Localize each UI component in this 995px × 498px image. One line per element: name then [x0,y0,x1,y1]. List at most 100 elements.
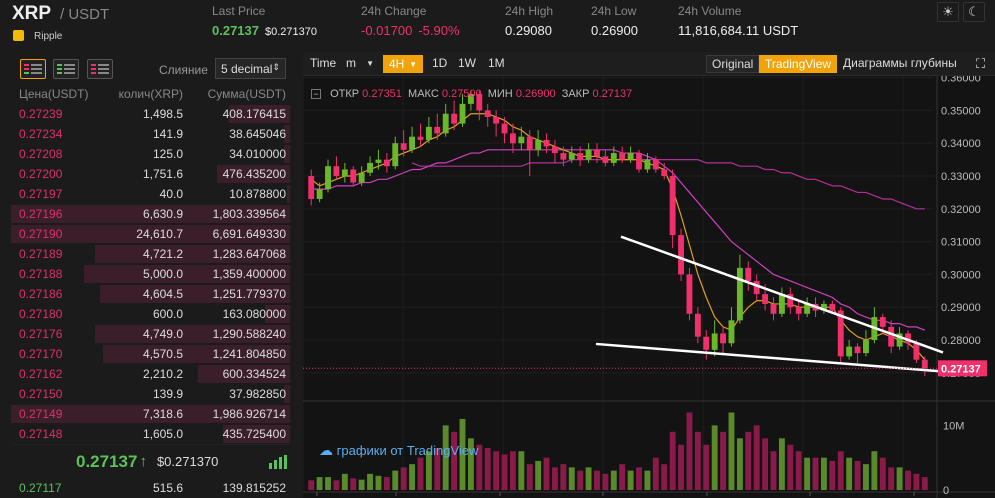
interval-4h[interactable]: 4H ▼ [383,55,423,73]
ask-row[interactable]: 0.27200 1,751.6 476.435200 [11,164,290,184]
order-book: Слияние 5 decimal ⇕ Цена(USDT) колич(XRP)… [11,52,290,498]
fullscreen-icon[interactable]: ⛶ [976,56,986,71]
change-stat: 24h Change -0.01700 -5.90% [361,4,460,38]
volume-bar [652,457,659,490]
low-value: 0.26900 [591,23,638,38]
decimals-select[interactable]: 5 decimal ⇕ [215,58,286,79]
interval-1w[interactable]: 1W [458,56,476,70]
ask-row[interactable]: 0.27176 4,749.0 1,290.588240 [11,324,290,344]
moon-icon[interactable]: ☾ [963,2,985,22]
col-price: Цена(USDT) [19,87,89,101]
candle-body [787,294,794,308]
ask-row[interactable]: 0.27148 1,605.0 435.725400 [11,424,290,444]
interval-time[interactable]: Time [310,56,337,70]
chevron-updown-icon: ⇕ [272,62,280,72]
close-label: ЗАКР [561,88,590,100]
low-label: 24h Low [591,4,637,18]
price-tick: 0.32000 [941,204,981,216]
candle-body [888,326,895,347]
book-bids-icon[interactable] [53,59,79,79]
ask-qty: 4,570.5 [142,347,183,361]
view-original[interactable]: Original [706,55,760,73]
ask-row[interactable]: 0.27208 125.0 34.010000 [11,144,290,164]
chevron-down-icon: ▼ [366,59,374,68]
view-depth-chart[interactable]: Диаграммы глубины [843,56,957,70]
current-price-label: 0.27137 [941,363,981,375]
sun-icon[interactable]: ☀ [937,2,959,22]
ask-row[interactable]: 0.27180 600.0 163.080000 [11,304,290,324]
ask-row[interactable]: 0.27189 4,721.2 1,283.647068 [11,244,290,264]
quote-currency: / USDT [60,6,110,23]
ask-row[interactable]: 0.27170 4,570.5 1,241.804850 [11,344,290,364]
candle-body [535,139,542,150]
ask-price: 0.27186 [19,287,63,301]
ask-row[interactable]: 0.27186 4,604.5 1,251.779370 [11,284,290,304]
last-price: 0.27137 [212,23,259,38]
volume-bar [400,467,407,490]
price-chart[interactable]: Time m ▼ 4H ▼ 1D 1W 1M Original TradingV… [303,52,995,498]
candle-body [602,156,609,163]
candle-body [913,343,920,360]
volume-bar [753,425,760,490]
bid-row[interactable]: 0.27117 515.6 139.815252 [11,478,290,498]
candle-body [636,153,642,170]
candle-body [341,169,348,177]
volume-bar [560,464,567,490]
volume-bar [392,470,399,490]
ask-price: 0.27180 [19,307,63,321]
depth-bar [11,405,290,423]
chart-canvas[interactable]: 0.36000 0.35000 0.34000 0.33000 0.32000 0.310… [303,76,995,498]
candle-body [905,333,911,344]
interval-1m[interactable]: 1M [488,56,505,70]
ask-row[interactable]: 0.27162 2,210.2 600.334524 [11,364,290,384]
high-value: 0.29080 [505,23,552,38]
ask-qty: 24,610.7 [136,227,183,241]
depth-bar [217,165,290,183]
candle-body [358,172,365,183]
ask-row[interactable]: 0.27196 6,630.9 1,803.339564 [11,204,290,224]
book-asks-icon[interactable] [87,59,113,79]
volume-bar [543,457,550,490]
ask-qty: 2,210.2 [142,367,183,381]
candle-body [383,159,390,167]
candle-body [509,133,516,144]
ma-long-line [411,159,925,210]
ask-row[interactable]: 0.27188 5,000.0 1,359.400000 [11,264,290,284]
ask-row[interactable]: 0.27149 7,318.6 1,986.926714 [11,404,290,424]
depth-bar [11,205,290,223]
volume-bar [409,464,416,490]
ask-row[interactable]: 0.27197 40.0 10.878800 [11,184,290,204]
ask-row[interactable]: 0.27239 1,498.5 408.176415 [11,104,290,124]
ask-row[interactable]: 0.27190 24,610.7 6,691.649330 [11,224,290,244]
volume-bar [921,477,928,490]
volume-label: 24h Volume [678,4,742,18]
volume-bar [451,431,458,490]
interval-minutes[interactable]: m ▼ [346,56,374,70]
ask-row[interactable]: 0.27234 141.9 38.645046 [11,124,290,144]
tradingview-watermark[interactable]: ☁ графики от TradingView [319,442,478,459]
bid-price: 0.27117 [19,481,62,495]
interval-1d[interactable]: 1D [432,56,448,70]
volume-bar [526,464,533,490]
candle-body [762,294,769,304]
candle-body [325,166,331,190]
candle-body [644,159,651,170]
candle-body [770,303,777,314]
view-tradingview[interactable]: TradingView [759,55,838,73]
ask-price: 0.27234 [19,127,63,141]
ask-qty: 4,721.2 [142,247,183,261]
ask-row[interactable]: 0.27150 139.9 37.982850 [11,384,290,404]
volume-bar [325,477,331,490]
price-tick: 0.31000 [941,237,981,249]
candle-body [367,162,373,173]
high-label: 24h High [505,4,554,18]
candle-body [560,153,567,160]
ask-total: 476.435200 [222,167,286,181]
collapse-icon[interactable]: − [311,89,321,99]
cloud-icon: ☁ [319,442,333,458]
ask-total: 1,803.339564 [212,207,286,221]
book-both-icon[interactable] [20,59,46,79]
depth-bar [284,385,290,403]
volume-bar [846,457,853,490]
symbol: XRP [12,3,52,24]
